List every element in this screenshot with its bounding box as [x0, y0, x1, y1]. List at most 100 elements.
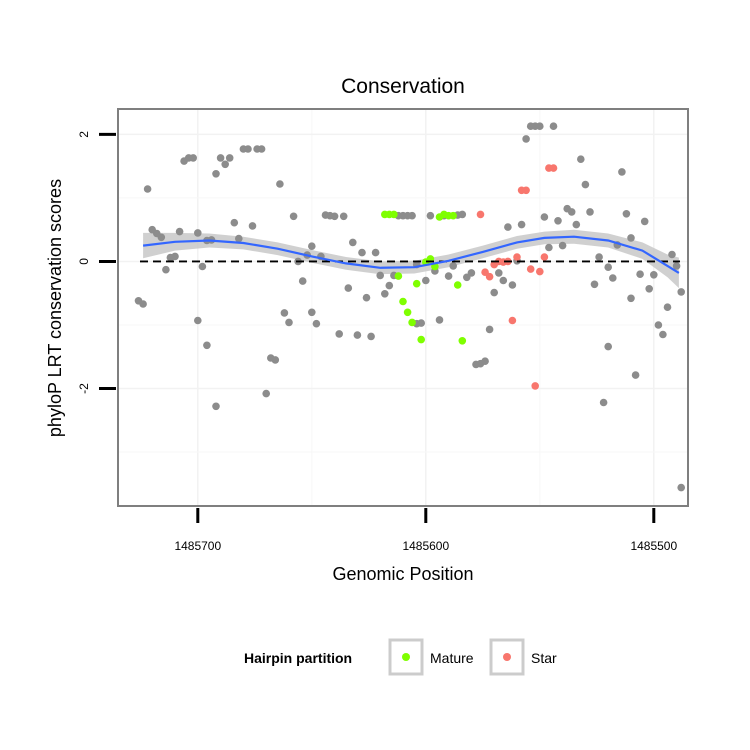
x-tick-label: 1485600 [402, 539, 449, 553]
data-point-mature [399, 297, 407, 306]
y-tick-label: -2 [77, 383, 91, 394]
data-point-other [554, 217, 562, 225]
data-point-other [627, 294, 635, 303]
data-point-other [672, 262, 681, 270]
chart-title: Conservation [341, 75, 465, 98]
data-point-star [485, 272, 494, 281]
data-point-other [622, 210, 631, 218]
data-point-other [504, 223, 512, 231]
data-point-other [358, 248, 366, 257]
data-point-other [604, 342, 612, 351]
data-point-other [175, 227, 184, 236]
data-point-other [248, 222, 257, 230]
data-point-other [276, 180, 284, 188]
data-point-other [339, 212, 348, 221]
legend: Hairpin partition Mature Star [244, 638, 557, 676]
data-point-other [668, 250, 676, 259]
data-point-other [194, 316, 202, 325]
data-point-other [335, 330, 344, 338]
data-point-other [508, 281, 517, 289]
data-point-other [581, 180, 590, 189]
data-point-other [143, 185, 152, 193]
series-star [476, 164, 558, 390]
data-point-other [549, 122, 558, 130]
data-point-other [590, 280, 599, 289]
data-point-other [308, 242, 316, 250]
data-point-mature [394, 272, 403, 280]
data-point-other [522, 135, 530, 143]
data-point-other [599, 398, 608, 407]
data-point-other [422, 276, 430, 285]
data-point-other [262, 389, 271, 398]
data-point-other [536, 122, 544, 130]
series-mature [381, 210, 467, 345]
data-point-other [367, 332, 375, 341]
data-point-other [257, 145, 266, 153]
data-point-other [435, 316, 444, 324]
data-point-mature [453, 281, 462, 289]
data-point-star [526, 265, 535, 273]
data-point-other [371, 248, 380, 257]
data-point-other [663, 303, 672, 312]
data-point-other [645, 285, 653, 293]
data-point-other [330, 212, 339, 221]
points-layer [134, 122, 685, 492]
data-point-other [636, 270, 644, 279]
data-point-other [654, 321, 663, 329]
data-point-other [285, 318, 293, 327]
data-point-other [212, 170, 220, 178]
data-point-other [572, 220, 581, 229]
data-point-other [280, 309, 289, 317]
data-point-other [225, 154, 234, 162]
data-point-other [540, 213, 549, 221]
data-point-other [203, 341, 211, 350]
legend-dot-star [503, 653, 511, 661]
smooth-line [142, 235, 680, 274]
data-point-other [650, 271, 658, 279]
data-point-other [677, 288, 685, 296]
data-point-other [677, 483, 685, 492]
data-point-other [604, 263, 612, 272]
y-tick-label: 2 [77, 131, 91, 138]
confidence-band [143, 229, 679, 289]
x-axis-title: Genomic Position [332, 564, 473, 584]
data-point-other [312, 319, 321, 328]
data-point-other [485, 325, 494, 334]
data-point-other [640, 217, 649, 226]
data-point-other [244, 145, 252, 153]
data-point-star [540, 253, 549, 261]
data-point-other [618, 168, 626, 176]
data-point-other [426, 211, 435, 220]
data-point-other [577, 155, 585, 163]
data-point-other [467, 269, 476, 277]
data-point-other [567, 208, 576, 216]
data-point-other [221, 160, 229, 169]
data-point-mature [403, 308, 412, 317]
data-point-other [162, 265, 170, 274]
data-point-other [408, 211, 416, 220]
data-point-other [499, 276, 508, 285]
smooth-layer [143, 229, 679, 289]
data-point-other [289, 212, 298, 221]
data-point-other [417, 319, 426, 327]
data-point-star [549, 164, 558, 172]
data-point-other [362, 293, 371, 302]
data-point-star [536, 267, 544, 276]
data-point-star [513, 253, 521, 261]
data-point-mature [390, 210, 398, 219]
x-axis: 1485700 1485600 1485500 [174, 508, 677, 553]
legend-title: Hairpin partition [244, 650, 352, 666]
data-point-other [230, 218, 239, 227]
plot-panel [118, 109, 688, 506]
data-point-mature [408, 318, 416, 327]
data-point-other [385, 281, 394, 290]
data-point-other [298, 277, 307, 285]
data-point-other [627, 234, 635, 242]
data-point-other [198, 262, 207, 271]
y-axis: -2 0 2 [77, 131, 116, 394]
data-point-other [271, 356, 280, 364]
data-point-other [349, 238, 357, 247]
data-point-other [381, 290, 389, 298]
data-point-other [490, 288, 499, 297]
